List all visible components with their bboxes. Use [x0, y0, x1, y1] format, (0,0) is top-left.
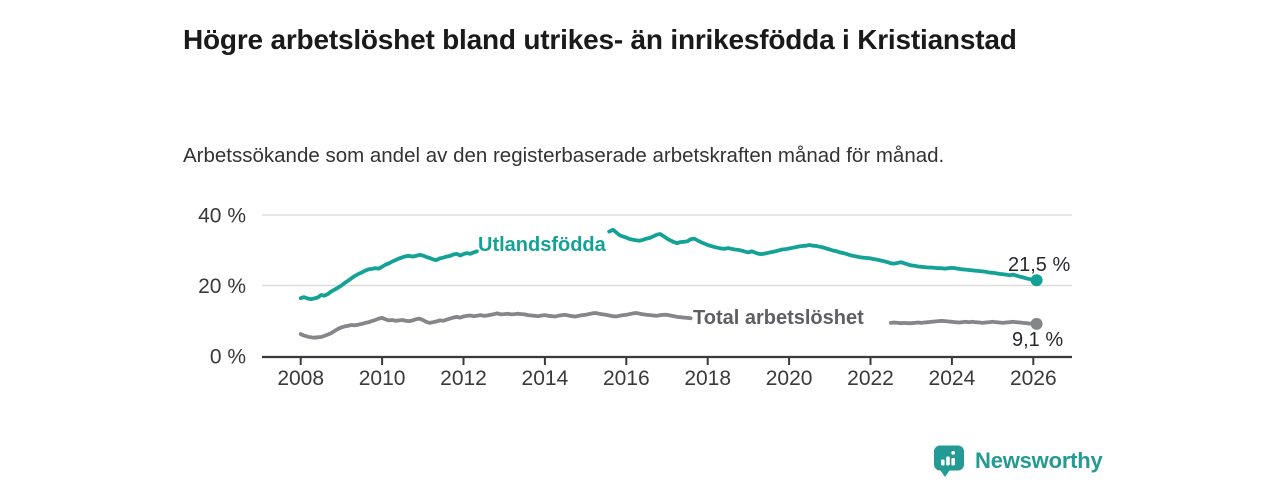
newsworthy-logo[interactable]: Newsworthy [932, 444, 1103, 478]
x-axis-tick-label: 2018 [684, 367, 731, 390]
series-end-dot-1 [1030, 317, 1043, 330]
series-line-1 [889, 318, 1039, 326]
bar-2 [946, 456, 950, 466]
x-axis-tick-label: 2012 [440, 367, 487, 390]
series-line-1 [298, 311, 693, 340]
x-axis-tick-label: 2024 [929, 367, 976, 390]
series-end-dot-0 [1030, 274, 1043, 287]
bar-3 [951, 458, 955, 466]
series-line-0 [298, 249, 479, 302]
series-end-value-label-0: 21,5 % [1008, 254, 1070, 276]
series-line-0 [607, 227, 1039, 283]
x-axis-tick-label: 2014 [522, 367, 569, 390]
exclamation-dot [951, 451, 955, 455]
y-axis-tick-label: 20 % [198, 275, 246, 298]
page-title: Högre arbetslöshet bland utrikes- än inr… [183, 23, 1017, 55]
series-inline-label-0: Utlandsfödda [478, 234, 607, 256]
chart-subtitle: Arbetssökande som andel av den registerb… [183, 143, 945, 167]
x-axis-tick-label: 2010 [359, 367, 406, 390]
newsworthy-icon [934, 445, 964, 477]
bar-1 [941, 459, 945, 466]
newsworthy-wordmark: Newsworthy [975, 448, 1103, 473]
y-axis-tick-label: 0 % [210, 346, 246, 369]
x-axis-tick-label: 2022 [847, 367, 894, 390]
series-end-value-label-1: 9,1 % [1012, 329, 1063, 351]
x-axis-tick-label: 2008 [277, 367, 324, 390]
y-axis-tick-label: 40 % [198, 205, 246, 228]
x-axis-tick-label: 2016 [603, 367, 650, 390]
x-axis-tick-label: 2020 [766, 367, 813, 390]
x-axis-tick-label: 2026 [1010, 367, 1057, 390]
series-inline-label-1: Total arbetslöshet [693, 307, 864, 329]
